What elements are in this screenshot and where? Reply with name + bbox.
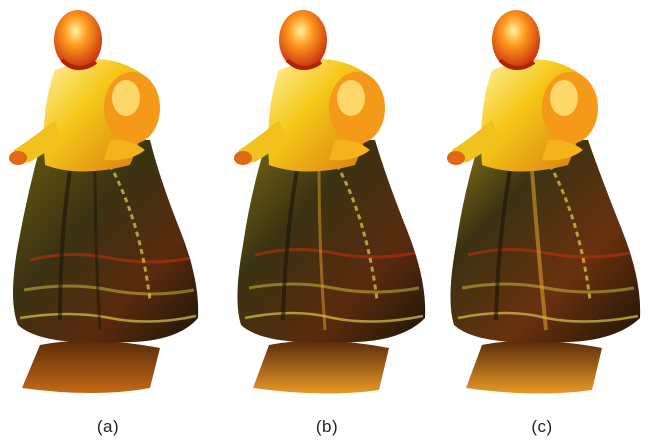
panel-b: (b) [219,0,435,440]
panel-b-caption: (b) [315,417,339,436]
figure-dancer-render-c [447,10,641,394]
panel-c-caption: (c) [531,417,553,436]
figure-dancer-render-b [234,10,426,394]
figure-dancer-render-a [9,10,199,393]
panel-a: (a) [0,0,216,440]
panel-a-caption: (a) [96,417,120,436]
panel-c: (c) [434,0,650,440]
